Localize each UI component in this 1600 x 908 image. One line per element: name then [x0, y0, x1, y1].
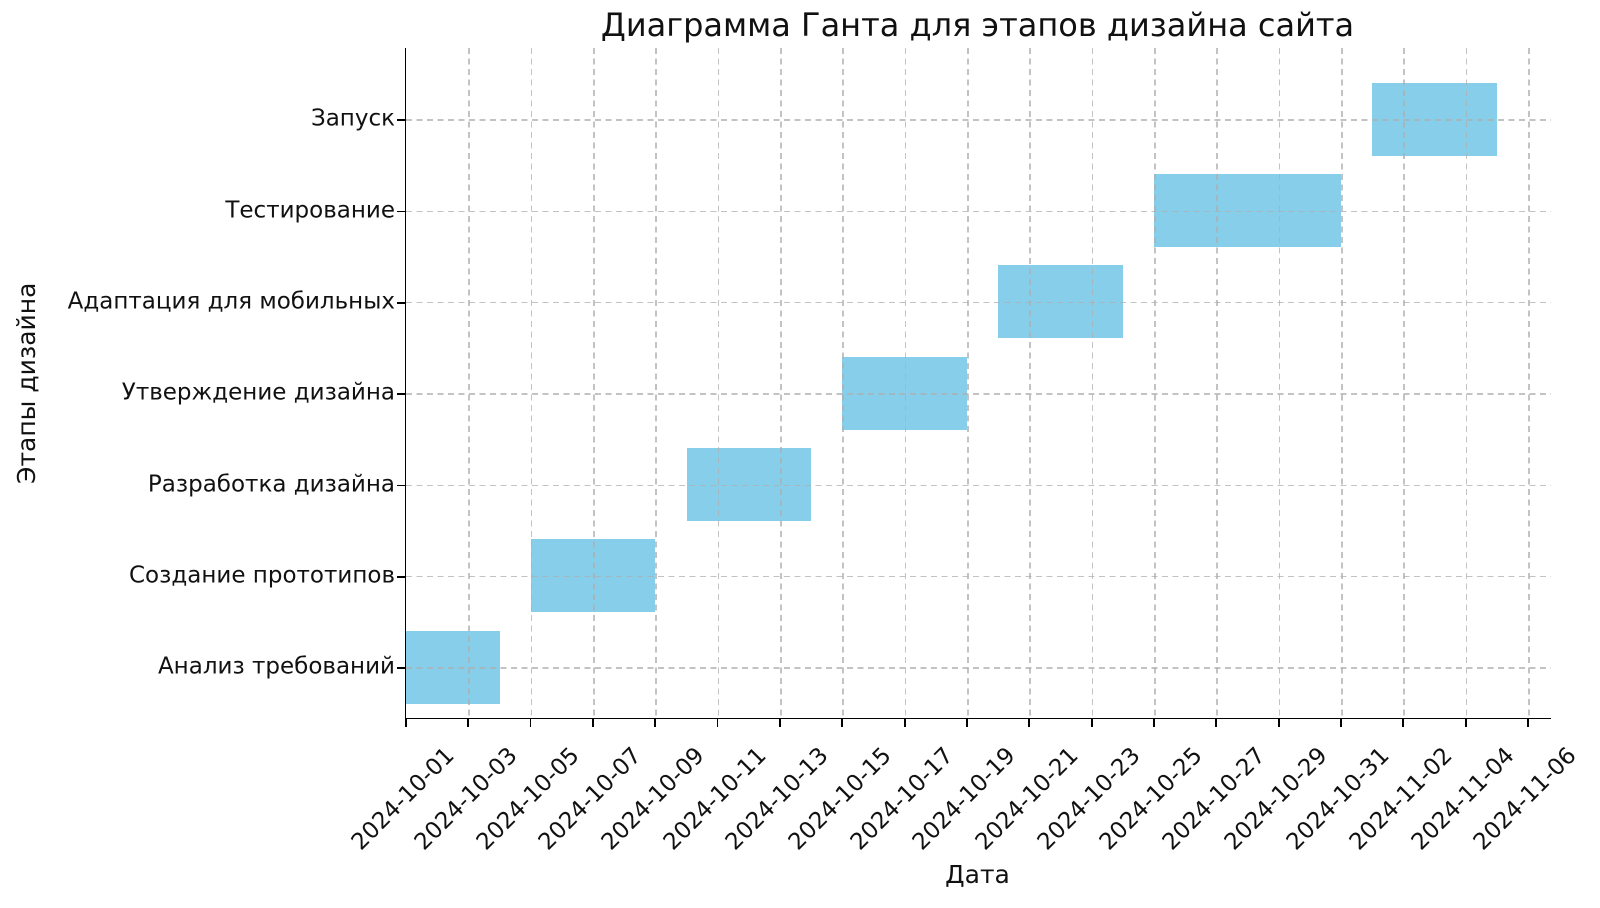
x-tick-mark [966, 719, 968, 727]
x-tick-mark [779, 719, 781, 727]
chart-title: Диаграмма Ганта для этапов дизайна сайта [600, 6, 1355, 44]
grid-line-vertical [655, 48, 657, 718]
grid-line-vertical [1403, 48, 1406, 718]
y-tick-label: Адаптация для мобильных [67, 288, 395, 315]
grid-line-vertical [1528, 48, 1530, 718]
grid-line-vertical [904, 48, 907, 718]
grid-line-vertical [717, 48, 720, 718]
x-tick-mark [1215, 719, 1218, 727]
grid-line-vertical [1278, 48, 1281, 718]
x-tick-mark [1340, 719, 1342, 727]
grid-line-vertical [1465, 48, 1468, 718]
x-tick-mark [1402, 719, 1405, 727]
grid-line-vertical [530, 48, 533, 718]
grid-line-vertical [468, 48, 470, 718]
x-tick-mark [841, 719, 844, 727]
y-tick-label: Тестирование [225, 197, 395, 224]
grid-line-vertical [1154, 48, 1156, 718]
y-axis-label: Этапы дизайна [12, 282, 41, 484]
x-tick-mark [1028, 719, 1031, 727]
y-tick-mark [397, 301, 405, 304]
grid-line-vertical [780, 48, 782, 718]
grid-line-vertical [1216, 48, 1218, 718]
grid-line-horizontal [406, 667, 1551, 669]
y-tick-mark [397, 667, 405, 669]
grid-line-horizontal [406, 575, 1551, 578]
plot-area [405, 48, 1551, 719]
y-tick-label: Утверждение дизайна [121, 379, 395, 406]
x-tick-mark [654, 719, 657, 727]
y-tick-mark [397, 210, 405, 213]
grid-line-horizontal [406, 301, 1551, 304]
grid-line-vertical [842, 48, 844, 718]
x-tick-mark [1464, 719, 1467, 727]
y-tick-mark [397, 484, 405, 487]
grid-line-vertical [1029, 48, 1031, 718]
x-tick-mark [467, 719, 470, 727]
grid-line-horizontal [406, 484, 1551, 487]
x-tick-mark [1277, 719, 1280, 727]
grid-line-horizontal [406, 210, 1551, 213]
x-tick-mark [592, 719, 594, 727]
x-tick-mark [529, 719, 532, 727]
x-axis-label: Дата [945, 860, 1010, 889]
y-tick-mark [397, 575, 405, 578]
grid-line-vertical [1091, 48, 1094, 718]
y-tick-label: Анализ требований [157, 653, 395, 680]
x-tick-mark [716, 719, 719, 727]
grid-line-horizontal [406, 393, 1551, 395]
y-tick-label: Разработка дизайна [147, 471, 395, 497]
grid-line-horizontal [406, 119, 1551, 121]
y-tick-label: Запуск [310, 105, 395, 132]
grid-line-vertical [593, 48, 595, 718]
x-tick-mark [903, 719, 906, 727]
y-tick-mark [397, 393, 405, 395]
x-tick-mark [1153, 719, 1155, 727]
y-tick-label: Создание прототипов [129, 562, 395, 589]
x-tick-mark [1527, 719, 1529, 727]
grid-line-vertical [967, 48, 969, 718]
grid-line-vertical [1341, 48, 1343, 718]
x-tick-mark [405, 719, 407, 727]
y-tick-mark [397, 119, 405, 122]
x-tick-mark [1090, 719, 1093, 727]
